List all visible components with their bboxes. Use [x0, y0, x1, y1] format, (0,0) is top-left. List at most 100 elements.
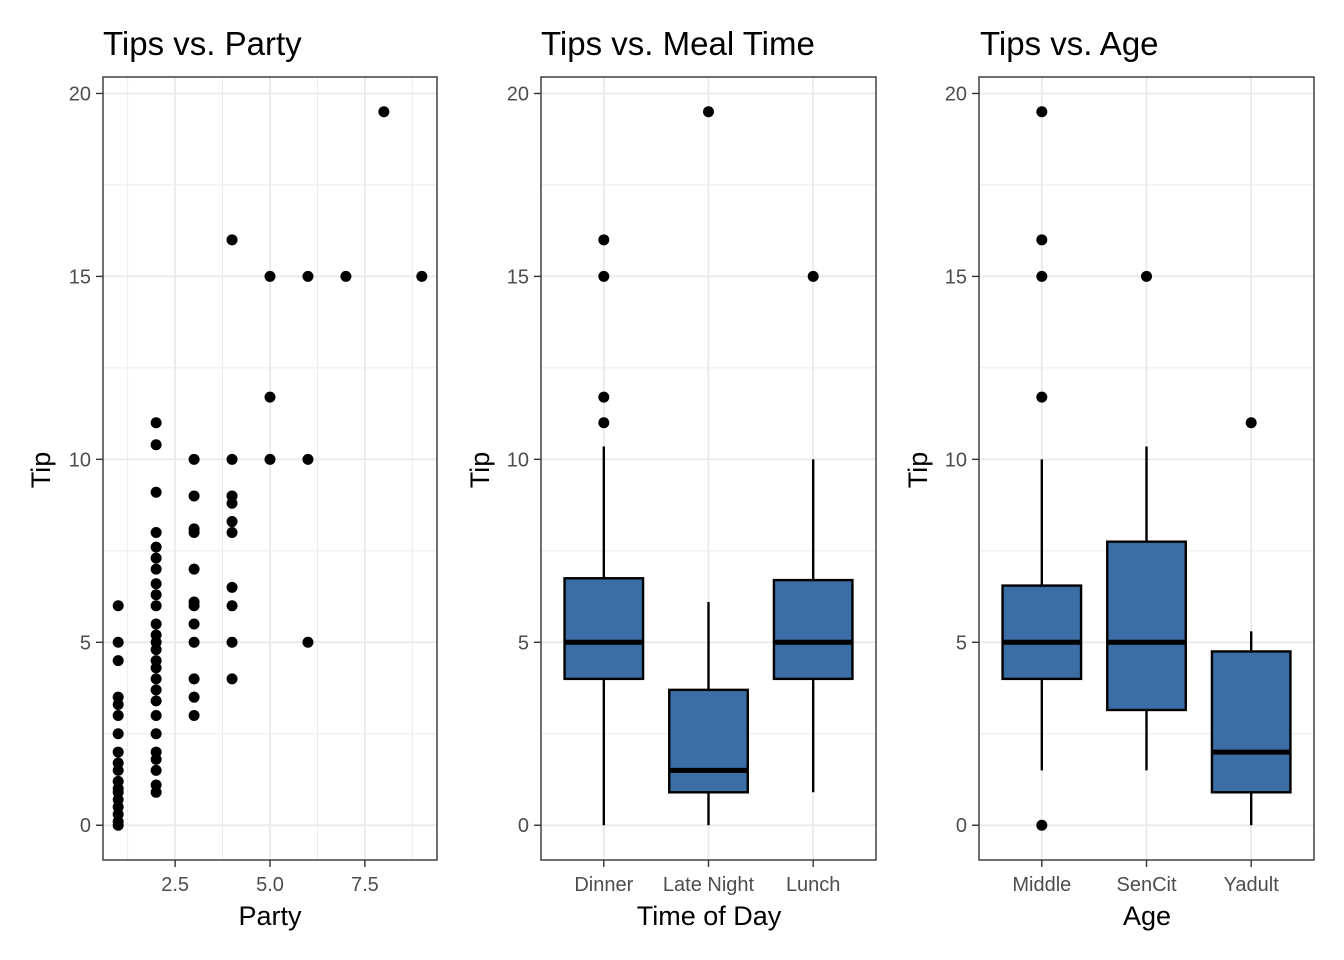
x-tick-label: Yadult [1224, 874, 1280, 896]
box-iqr [1001, 584, 1083, 681]
data-point [150, 695, 162, 707]
data-point [188, 596, 200, 608]
data-point [188, 523, 200, 535]
data-point [188, 490, 200, 502]
y-tick-label: 5 [956, 632, 967, 654]
outlier-point [1036, 270, 1048, 282]
x-axis-title: Party [238, 901, 302, 931]
y-tick-label: 0 [518, 815, 529, 837]
data-point [226, 516, 238, 528]
data-point [188, 563, 200, 575]
data-point [112, 655, 124, 667]
outlier-point [598, 234, 610, 246]
box-iqr [1210, 650, 1292, 794]
plot-area: 0 5 10 15 20 Middle SenCit Yadult [945, 76, 1315, 896]
data-point [302, 270, 314, 282]
panel-title: Tips vs. Meal Time [541, 25, 815, 62]
outlier-point [1245, 417, 1257, 429]
data-point [340, 270, 352, 282]
data-point [264, 391, 276, 403]
x-tick-label: Dinner [574, 874, 633, 896]
data-point [150, 673, 162, 685]
outlier-point [1036, 234, 1048, 246]
data-point [264, 453, 276, 465]
data-point [226, 636, 238, 648]
data-point [226, 234, 238, 246]
panel-title: Tips vs. Party [103, 25, 302, 62]
y-tick-label: 15 [507, 266, 529, 288]
data-point [188, 709, 200, 721]
data-point [150, 527, 162, 539]
data-point [150, 618, 162, 630]
data-point [150, 563, 162, 575]
data-point [226, 673, 238, 685]
data-point [226, 453, 238, 465]
y-axis-title: Tip [26, 452, 56, 489]
data-point [416, 270, 428, 282]
data-point [150, 655, 162, 667]
y-axis-title: Tip [465, 452, 495, 489]
data-point [264, 270, 276, 282]
y-tick-label: 20 [507, 83, 529, 105]
y-tick-label: 10 [945, 449, 967, 471]
outlier-point [1036, 106, 1048, 118]
data-point [112, 746, 124, 758]
box-iqr [668, 688, 749, 794]
data-point [150, 629, 162, 641]
outlier-point [1141, 270, 1152, 282]
y-tick-label: 0 [80, 815, 91, 837]
data-point [150, 589, 162, 601]
data-point [112, 728, 124, 740]
data-point [302, 453, 314, 465]
y-tick-label: 10 [69, 449, 91, 471]
data-point [150, 417, 162, 429]
outlier-point [1036, 391, 1048, 403]
x-axis-title: Time of Day [637, 901, 782, 931]
x-tick-label: Lunch [786, 874, 841, 896]
x-axis-title: Age [1123, 901, 1171, 931]
box-iqr [1106, 540, 1187, 712]
data-point [188, 618, 200, 630]
data-point [112, 636, 124, 648]
data-point [112, 757, 124, 769]
y-axis-title: Tip [903, 452, 933, 489]
x-tick-label: 2.5 [161, 874, 189, 896]
data-point [226, 490, 238, 502]
data-point [150, 764, 162, 776]
x-tick-label: 7.5 [351, 874, 379, 896]
data-point [226, 527, 238, 539]
data-point [188, 636, 200, 648]
y-tick-label: 5 [518, 632, 529, 654]
panel-mealtime-boxplot: Tips vs. Meal Time Time of Day Tip 0 5 10 1… [465, 25, 877, 931]
outlier-point [598, 270, 610, 282]
panel-age-boxplot: Tips vs. Age Age Tip 0 5 10 15 20 Middle SenCi… [903, 25, 1315, 931]
x-tick-label: Middle [1012, 874, 1071, 896]
y-tick-label: 10 [507, 449, 529, 471]
outlier-point [703, 106, 714, 118]
data-point [150, 552, 162, 564]
outlier-point [598, 417, 610, 429]
data-point [226, 581, 238, 593]
outlier-point [1036, 819, 1048, 831]
x-tick-label: Late Night [663, 874, 755, 896]
data-point [150, 578, 162, 590]
plot-area: 0 5 10 15 20 Dinner Late Night Lunch [507, 76, 877, 896]
outlier-point [598, 391, 610, 403]
y-tick-label: 20 [945, 83, 967, 105]
data-point [188, 691, 200, 703]
data-point [150, 439, 162, 451]
data-point [150, 541, 162, 553]
x-tick-label: SenCit [1116, 874, 1176, 896]
data-point [150, 486, 162, 498]
y-tick-label: 15 [69, 266, 91, 288]
data-point [378, 106, 390, 118]
x-tick-label: 5.0 [256, 874, 284, 896]
data-point [226, 600, 238, 612]
y-tick-label: 20 [69, 83, 91, 105]
data-point [150, 709, 162, 721]
data-point [150, 684, 162, 696]
box-iqr [772, 578, 854, 681]
data-point [112, 600, 124, 612]
data-point [188, 453, 200, 465]
